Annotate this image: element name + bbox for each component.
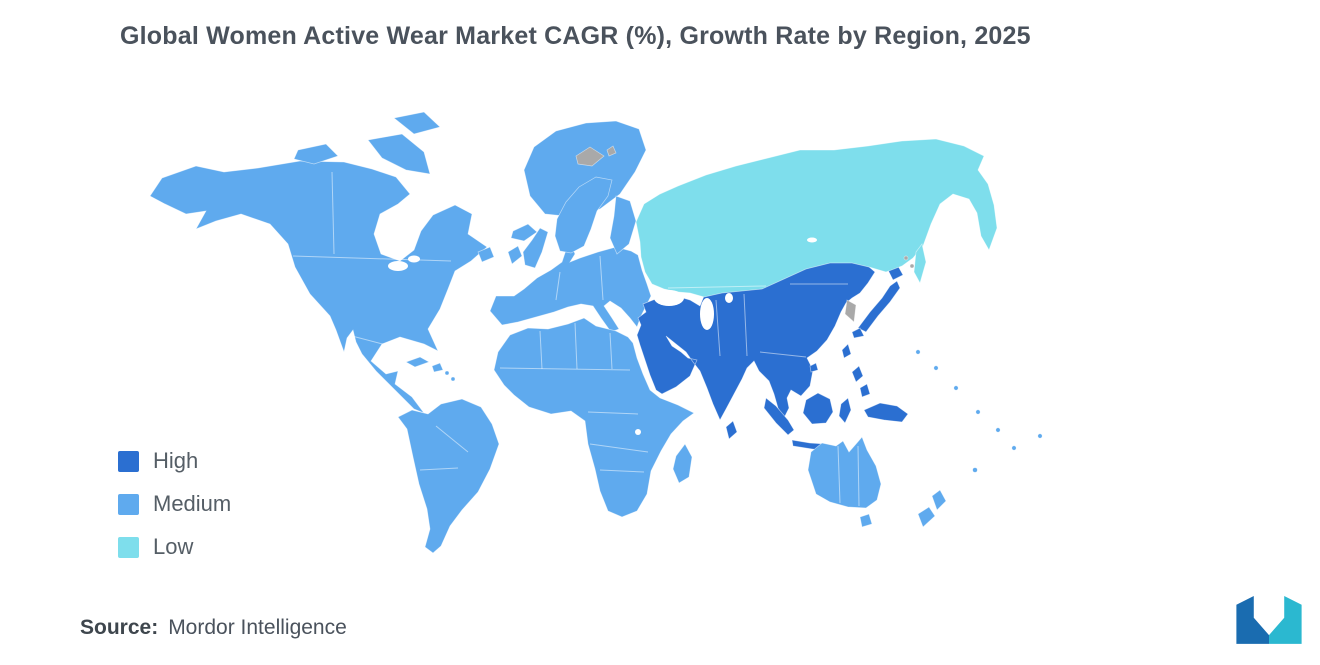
island-greenland xyxy=(523,120,647,218)
island-madagascar xyxy=(672,443,693,484)
legend-item-medium: Medium xyxy=(118,491,231,517)
island-pacific-dot xyxy=(953,385,959,391)
region-south-america xyxy=(397,398,500,554)
island-svalbard xyxy=(575,146,605,167)
island-honshu-japan xyxy=(857,280,901,333)
island-cuba xyxy=(405,356,430,368)
island-kuril-dot xyxy=(909,263,915,269)
lake-baikal xyxy=(807,237,817,243)
region-africa xyxy=(493,317,695,518)
landmass-africa xyxy=(493,317,695,518)
island-svalbard-east xyxy=(606,145,617,157)
island-baffin xyxy=(367,133,431,175)
island-borneo xyxy=(802,392,834,425)
island-victoria xyxy=(293,143,339,165)
source-label: Source: xyxy=(80,616,159,639)
island-ellesmere xyxy=(393,111,441,135)
legend-label-high: High xyxy=(153,448,199,473)
island-new-caledonia xyxy=(972,467,978,473)
island-pacific-dot xyxy=(995,427,1001,433)
island-pacific-dot xyxy=(933,365,939,371)
country-borders xyxy=(292,171,860,507)
region-north-america xyxy=(149,111,647,414)
landmass-finland xyxy=(609,195,637,255)
great-lakes-east xyxy=(408,255,420,263)
island-hainan xyxy=(809,362,819,373)
legend-swatch-medium xyxy=(118,493,139,515)
island-pacific-dot xyxy=(1011,445,1017,451)
region-europe xyxy=(489,176,652,343)
island-pacific-dot xyxy=(1037,433,1043,439)
source-line: Source: Mordor Intelligence xyxy=(80,616,347,640)
landmass-scandinavia xyxy=(554,176,613,254)
source-value: Mordor Intelligence xyxy=(168,616,347,639)
great-lakes xyxy=(388,261,408,271)
island-philippines-south xyxy=(859,383,871,398)
legend: High Medium Low xyxy=(118,448,231,560)
korean-peninsula xyxy=(844,299,857,323)
island-taiwan xyxy=(841,343,852,359)
island-kyushu-japan xyxy=(851,327,865,339)
island-sumatra xyxy=(763,397,795,436)
lake-victoria xyxy=(635,429,641,435)
region-oceania xyxy=(807,349,1043,528)
island-new-zealand-north xyxy=(931,489,947,511)
island-philippines-north xyxy=(851,365,864,383)
island-newfoundland xyxy=(477,246,495,263)
island-tasmania xyxy=(859,513,873,528)
caspian-sea xyxy=(700,298,714,330)
mordor-intelligence-logo xyxy=(1236,596,1302,651)
logo-right-shape xyxy=(1269,596,1302,644)
island-hispaniola xyxy=(431,362,444,373)
island-pacific-dot xyxy=(915,349,921,355)
island-great-britain xyxy=(522,227,549,269)
logo-left-shape xyxy=(1236,596,1269,644)
island-sri-lanka xyxy=(725,420,738,440)
island-sakhalin xyxy=(913,243,927,284)
island-ireland xyxy=(507,245,523,265)
lakes xyxy=(388,237,817,435)
island-sulawesi xyxy=(838,397,852,424)
aral-sea xyxy=(725,293,733,303)
landmass-australia xyxy=(807,436,882,509)
island-iceland xyxy=(510,223,538,242)
landmass-north-america xyxy=(149,160,488,414)
legend-swatch-low xyxy=(118,536,139,558)
page-title: Global Women Active Wear Market CAGR (%)… xyxy=(120,22,1031,50)
black-sea xyxy=(654,290,684,306)
island-kuril-dot xyxy=(903,255,909,261)
island-caribbean-dot xyxy=(444,370,450,376)
island-caribbean-dot xyxy=(450,376,456,382)
legend-item-low: Low xyxy=(118,534,231,560)
legend-label-low: Low xyxy=(153,534,194,559)
island-pacific-dot xyxy=(975,409,981,415)
landmass-south-america xyxy=(397,398,500,554)
island-new-guinea xyxy=(863,402,909,423)
legend-item-high: High xyxy=(118,448,231,474)
region-no-data xyxy=(575,145,915,323)
legend-swatch-high xyxy=(118,450,139,472)
legend-label-medium: Medium xyxy=(153,491,232,516)
island-new-zealand-south xyxy=(917,506,936,528)
landmass-europe xyxy=(489,245,652,333)
